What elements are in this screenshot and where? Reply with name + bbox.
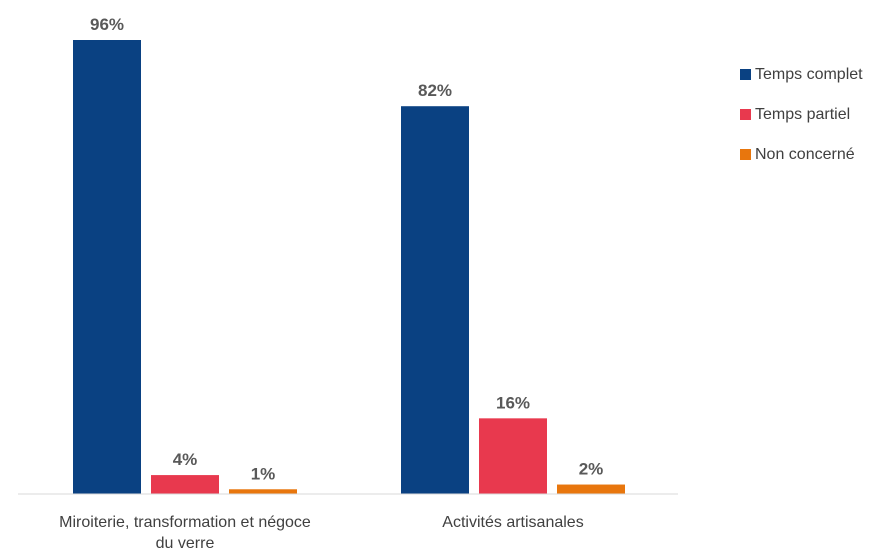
category-label-0-1: du verre — [156, 535, 215, 549]
category-labels-group: Miroiterie, transformation et négoce du v… — [59, 514, 584, 549]
legend-swatch-1 — [740, 109, 751, 120]
legend-label-1: Temps partiel — [755, 106, 850, 123]
bar-1-2 — [557, 484, 625, 494]
category-label-1-0: Activités artisanales — [442, 514, 583, 531]
bars-group — [73, 40, 625, 494]
data-label-1-0: 82% — [418, 81, 452, 100]
data-label-0-0: 96% — [90, 15, 124, 34]
data-label-0-1: 4% — [173, 450, 198, 469]
legend-label-0: Temps complet — [755, 66, 863, 83]
legend-swatch-0 — [740, 69, 751, 80]
legend-swatch-2 — [740, 149, 751, 160]
bar-1-1 — [479, 418, 547, 494]
bar-0-2 — [229, 489, 297, 494]
category-label-0-0: Miroiterie, transformation et négoce — [59, 514, 311, 531]
bar-1-0 — [401, 106, 469, 494]
data-label-1-1: 16% — [496, 393, 530, 412]
data-label-0-2: 1% — [251, 464, 276, 483]
bar-0-0 — [73, 40, 141, 494]
data-label-1-2: 2% — [579, 460, 604, 479]
value-labels-group: 96% 82% 4% 16% 1% 2% — [90, 15, 603, 483]
legend: Temps complet Temps partiel Non concerné — [740, 66, 863, 163]
bar-0-1 — [151, 475, 219, 494]
legend-label-2: Non concerné — [755, 146, 855, 163]
